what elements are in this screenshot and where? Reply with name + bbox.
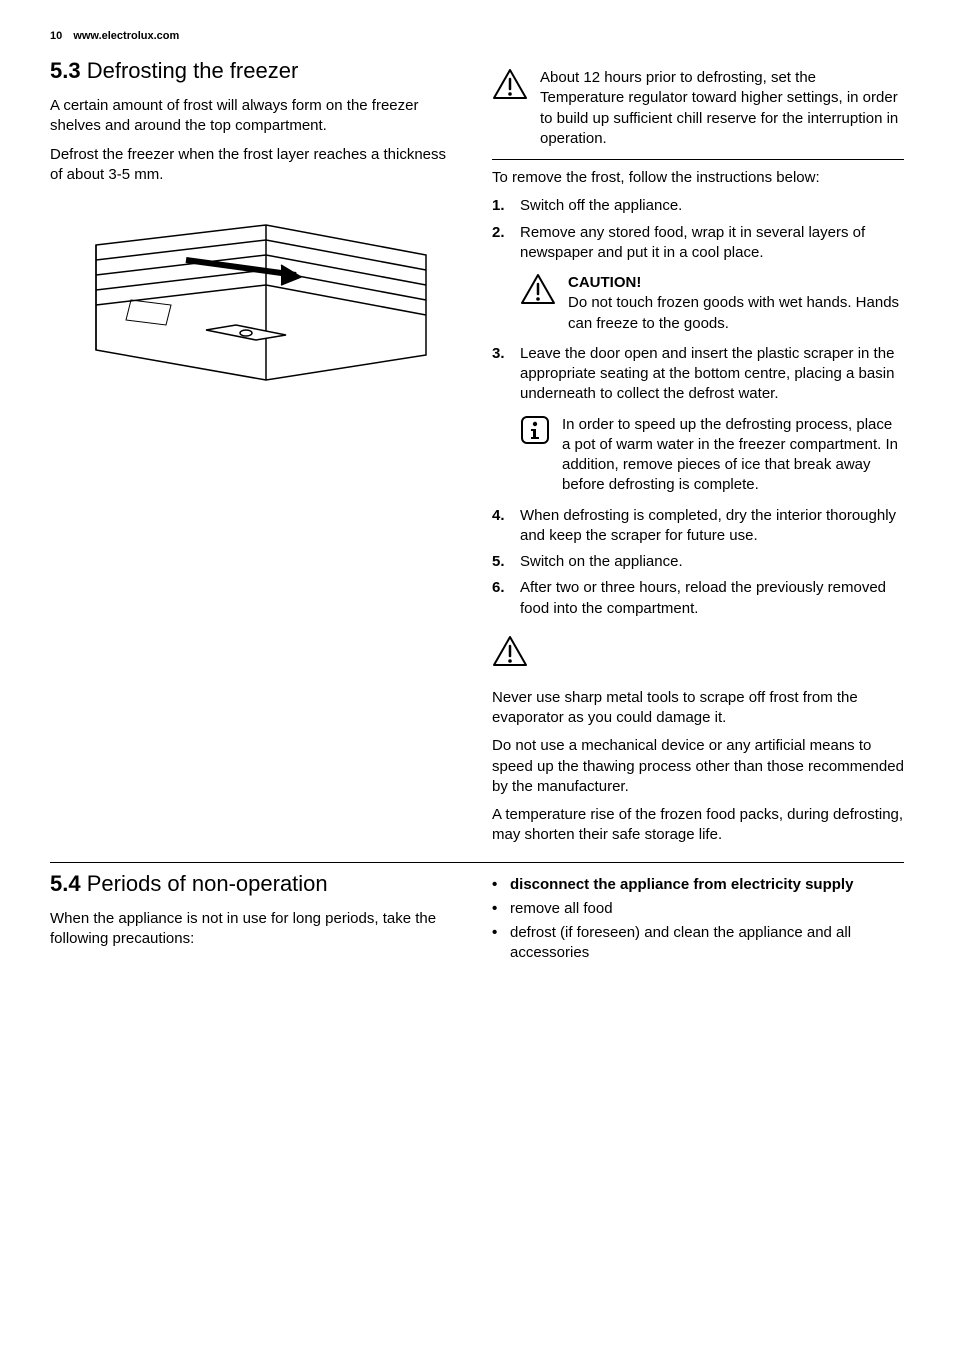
section-5-4-heading: 5.4 Periods of non-operation	[50, 871, 462, 897]
steps-list-part3: 4.When defrosting is completed, dry the …	[492, 506, 904, 619]
steps-list-part1: 1.Switch off the appliance. 2.Remove any…	[492, 196, 904, 263]
bullet-defrost-clean: defrost (if foreseen) and clean the appl…	[492, 923, 904, 964]
header-url: www.electrolux.com	[73, 30, 179, 42]
steps-list-part2: 3.Leave the door open and insert the pla…	[492, 344, 904, 405]
divider	[492, 159, 904, 160]
caution-prior-defrost: About 12 hours prior to defrosting, set …	[492, 68, 904, 149]
step-4: 4.When defrosting is completed, dry the …	[492, 506, 904, 547]
section-number: 5.4	[50, 871, 81, 896]
step-5: 5.Switch on the appliance.	[492, 552, 904, 572]
freezer-scraper-illustration	[50, 205, 462, 405]
warning-triangle-icon	[492, 68, 528, 100]
caution-label: CAUTION!	[568, 274, 641, 291]
warning-triangle-icon	[492, 635, 528, 667]
section-title: Defrosting the freezer	[87, 58, 299, 83]
precautions-list: disconnect the appliance from electricit…	[492, 875, 904, 964]
section-number: 5.3	[50, 58, 81, 83]
step-2: 2.Remove any stored food, wrap it in sev…	[492, 223, 904, 264]
step-1: 1.Switch off the appliance.	[492, 196, 904, 216]
left-col-bottom: 5.4 Periods of non-operation When the ap…	[50, 871, 462, 968]
para-frost-forms: A certain amount of frost will always fo…	[50, 96, 462, 137]
section-title: Periods of non-operation	[87, 871, 328, 896]
info-icon	[520, 415, 550, 445]
para-non-operation: When the appliance is not in use for lon…	[50, 909, 462, 950]
warn-mechanical: Do not use a mechanical device or any ar…	[492, 736, 904, 797]
section-5-3-heading: 5.3 Defrosting the freezer	[50, 58, 462, 84]
section-divider	[50, 862, 904, 863]
warning-standalone	[492, 635, 904, 672]
warn-temp-rise: A temperature rise of the frozen food pa…	[492, 805, 904, 846]
step-3: 3.Leave the door open and insert the pla…	[492, 344, 904, 405]
warning-triangle-icon	[520, 273, 556, 305]
bottom-row: 5.4 Periods of non-operation When the ap…	[50, 871, 904, 968]
steps-intro: To remove the frost, follow the instruct…	[492, 168, 904, 188]
right-col-top: About 12 hours prior to defrosting, set …	[492, 58, 904, 854]
caution-prior-text: About 12 hours prior to defrosting, set …	[540, 68, 904, 149]
page-header: 10 www.electrolux.com	[50, 30, 904, 42]
page-number: 10	[50, 30, 62, 42]
para-defrost-when: Defrost the freezer when the frost layer…	[50, 145, 462, 186]
info-speedup-text: In order to speed up the defrosting proc…	[562, 415, 904, 496]
step-6: 6.After two or three hours, reload the p…	[492, 578, 904, 619]
bullet-disconnect: disconnect the appliance from electricit…	[492, 875, 904, 895]
left-col-top: 5.3 Defrosting the freezer A certain amo…	[50, 58, 462, 854]
right-col-bottom: disconnect the appliance from electricit…	[492, 871, 904, 968]
info-speedup: In order to speed up the defrosting proc…	[520, 415, 904, 496]
top-row: 5.3 Defrosting the freezer A certain amo…	[50, 58, 904, 854]
warn-sharp-tools: Never use sharp metal tools to scrape of…	[492, 688, 904, 729]
bullet-remove-food: remove all food	[492, 899, 904, 919]
caution-frozen-text: CAUTION! Do not touch frozen goods with …	[568, 273, 904, 334]
caution-frozen-goods: CAUTION! Do not touch frozen goods with …	[520, 273, 904, 334]
caution-body: Do not touch frozen goods with wet hands…	[568, 294, 899, 331]
